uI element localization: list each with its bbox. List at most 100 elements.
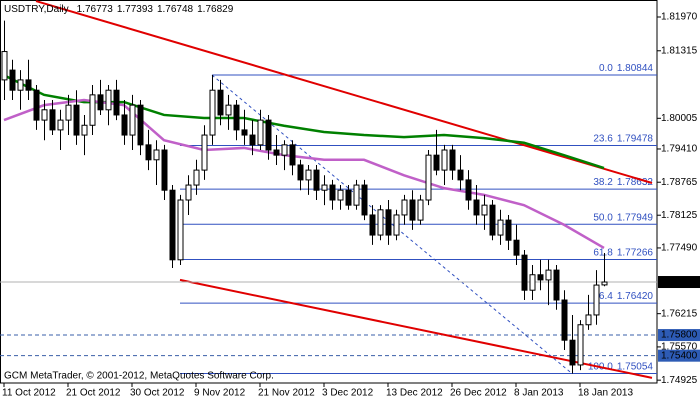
fibo-label: 23.6 1.79478 xyxy=(593,133,653,144)
candle-body xyxy=(569,339,576,366)
candle-body xyxy=(409,199,416,221)
x-tick-label: 26 Dec 2012 xyxy=(450,388,507,399)
price-box-label: 1.75800 xyxy=(661,330,698,341)
candle-body xyxy=(385,209,392,236)
fibo-ratio: 0.0 xyxy=(599,63,613,74)
price-box xyxy=(658,329,700,342)
candle-body xyxy=(233,104,240,131)
candle-body xyxy=(441,149,448,171)
candle-body xyxy=(33,89,40,121)
chart-header: USDTRY,Daily 1.76773 1.77393 1.76748 1.76829 xyxy=(4,4,234,15)
y-tick-label: 1.76215 xyxy=(661,308,698,319)
y-tick-label: 1.75570 xyxy=(661,342,698,353)
y-tick-label: 1.79410 xyxy=(661,144,698,155)
x-tick-label: 11 Oct 2012 xyxy=(2,388,56,399)
candle-body xyxy=(97,94,104,111)
candle-body xyxy=(521,254,528,291)
fibo-price: 1.76420 xyxy=(617,291,654,302)
candle-body xyxy=(265,119,272,151)
fibo-ratio: 38.2 xyxy=(593,177,613,188)
fibo-price: 1.77949 xyxy=(617,212,654,223)
x-tick-label: 30 Oct 2012 xyxy=(130,388,185,399)
x-tick-label: 9 Nov 2012 xyxy=(194,388,246,399)
candle-body xyxy=(193,169,200,186)
fibo-label: 50.0 1.77949 xyxy=(593,212,653,223)
candle-body xyxy=(449,149,456,171)
candle-body xyxy=(329,184,336,201)
candle-body xyxy=(457,169,464,181)
candle-body xyxy=(225,104,232,116)
header-high: 1.77393 xyxy=(117,4,154,15)
candle-body xyxy=(529,274,536,291)
header-open: 1.76773 xyxy=(77,4,114,15)
candle-body xyxy=(9,69,16,91)
candle-body xyxy=(281,144,288,156)
footer: GCM MetaTrader, © 2001-2012, MetaQuotes … xyxy=(4,371,274,382)
candle-body xyxy=(305,169,312,181)
candle-body xyxy=(313,169,320,191)
fibo-ratio: 61.8 xyxy=(593,247,613,258)
candle-body xyxy=(201,134,208,171)
candle-body xyxy=(513,239,520,256)
y-tick-label: 1.81970 xyxy=(661,12,698,23)
candle-body xyxy=(489,204,496,236)
candle-body xyxy=(153,149,160,161)
candle-body xyxy=(321,184,328,191)
candle-body xyxy=(249,134,256,146)
candle-body xyxy=(1,51,8,81)
fibo-price: 1.80844 xyxy=(617,63,654,74)
candle-body xyxy=(345,189,352,206)
candle-body xyxy=(209,89,216,136)
fibo-ratio: 50.0 xyxy=(593,212,613,223)
y-tick-label: 1.77490 xyxy=(661,243,698,254)
candle-body xyxy=(289,144,296,166)
fibo-label: 38.2 1.78632 xyxy=(593,177,653,188)
candle-body xyxy=(65,104,72,121)
candle-body xyxy=(57,119,64,131)
fibo-ratio: 23.6 xyxy=(593,133,613,144)
x-tick-label: 18 Jan 2013 xyxy=(578,388,633,399)
plot-frame xyxy=(0,0,658,384)
fibo-label: 61.8 1.77266 xyxy=(593,247,653,258)
fibo-price: 1.78632 xyxy=(617,177,654,188)
fibo-price: 1.79478 xyxy=(617,133,654,144)
candle-body xyxy=(505,219,512,241)
candle-body xyxy=(73,104,80,136)
x-tick-label: 21 Oct 2012 xyxy=(66,388,121,399)
price-box xyxy=(658,349,700,362)
moving-average xyxy=(3,98,605,250)
candle-body xyxy=(545,269,552,281)
x-tick-label: 21 Nov 2012 xyxy=(258,388,315,399)
candle-body xyxy=(145,144,152,161)
candle-body xyxy=(137,104,144,146)
candle-body xyxy=(185,184,192,201)
fibo-price: 1.77266 xyxy=(617,247,654,258)
y-tick-label: 1.80005 xyxy=(661,113,698,124)
trend-line xyxy=(35,0,653,184)
candle-body xyxy=(585,314,592,326)
x-tick-label: 13 Dec 2012 xyxy=(386,388,443,399)
candle-body xyxy=(481,204,488,216)
candle-body xyxy=(177,199,184,261)
fibo-price: 1.75054 xyxy=(617,361,654,372)
candle-body xyxy=(417,199,424,221)
chart-title: USDTRY,Daily xyxy=(4,4,69,15)
candle-body xyxy=(17,79,24,91)
candle-body xyxy=(361,184,368,216)
candle-body xyxy=(169,189,176,261)
candle-body xyxy=(257,119,264,146)
fibo-label: 76.4 1.76420 xyxy=(593,291,653,302)
candle-body xyxy=(121,114,128,136)
y-tick-label: 1.74925 xyxy=(661,375,698,386)
candle-body xyxy=(337,189,344,201)
candle-body xyxy=(113,89,120,116)
candle-body xyxy=(425,154,432,201)
fibo-ratio: 76.4 xyxy=(593,291,613,302)
candle-body xyxy=(537,274,544,281)
candle-body xyxy=(105,89,112,111)
candle-body xyxy=(473,199,480,216)
candle-body xyxy=(241,129,248,136)
candle-body xyxy=(81,124,88,136)
candle-body xyxy=(49,109,56,131)
